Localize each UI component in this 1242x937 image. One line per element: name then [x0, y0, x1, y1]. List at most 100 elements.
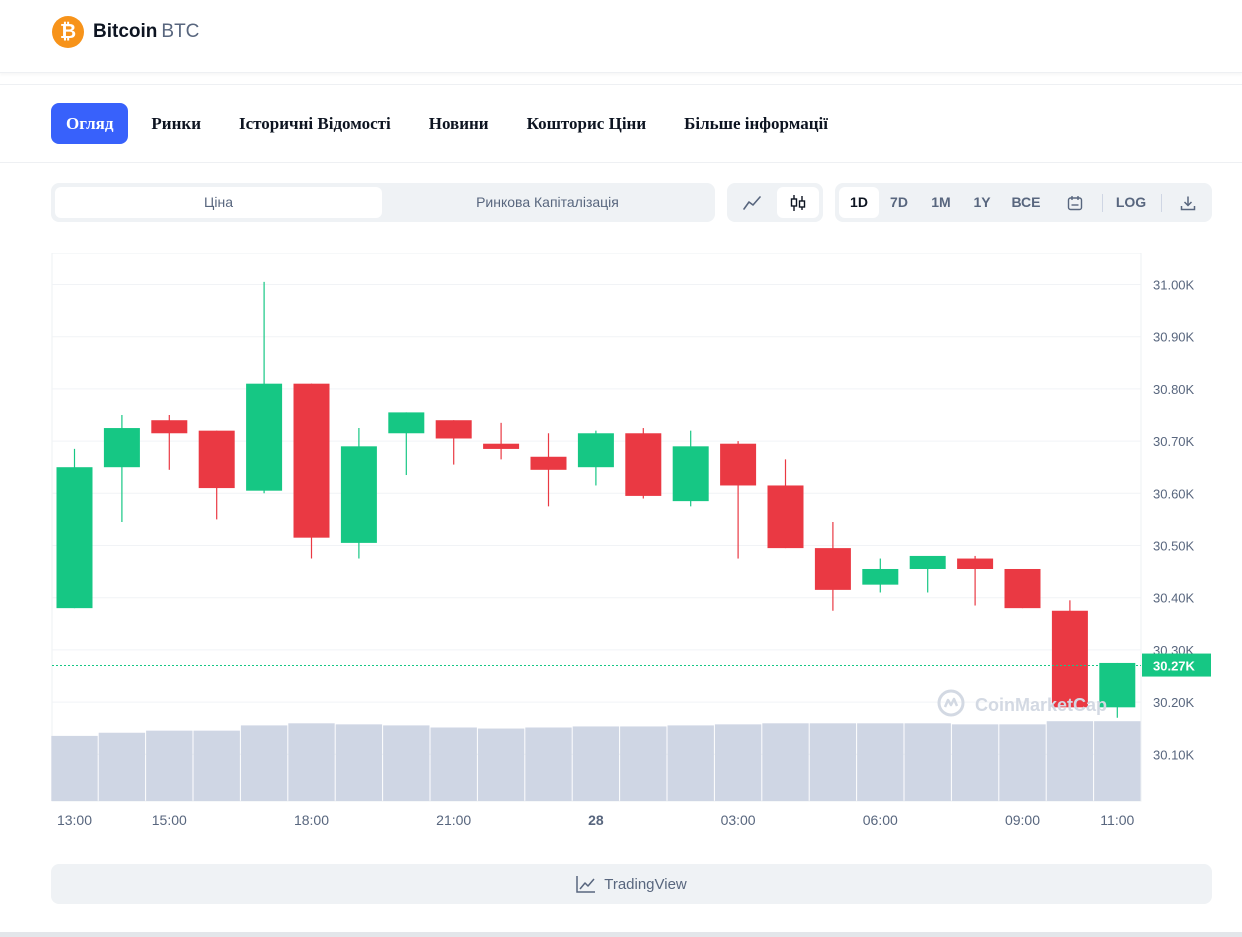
coinmarketcap-logo-icon [937, 689, 965, 717]
y-tick-label: 31.00K [1153, 278, 1195, 293]
range-1y-button[interactable]: 1Y [973, 194, 991, 210]
candle-down[interactable] [198, 430, 235, 520]
candle-body [862, 568, 899, 585]
candle-body [625, 433, 662, 496]
line-chart-icon [743, 195, 761, 210]
candle-down[interactable] [1004, 568, 1041, 609]
download-button[interactable] [1170, 187, 1206, 218]
candle-up[interactable] [103, 415, 140, 523]
x-tick-label: 21:00 [436, 812, 471, 828]
candle-down[interactable] [293, 383, 330, 559]
volume-bar [572, 726, 620, 801]
range-1m-button[interactable]: 1M [931, 194, 951, 210]
candle-down[interactable] [625, 428, 662, 499]
download-icon [1180, 196, 1196, 210]
volume-bar [146, 730, 193, 801]
tab-historical-data[interactable]: Історичні Відомості [239, 114, 391, 133]
candle-body [767, 485, 804, 549]
candle-body [246, 383, 283, 491]
candle-up[interactable] [577, 430, 614, 486]
candlestick-chart-button[interactable] [777, 187, 819, 218]
range-all-button[interactable]: ВСЕ [1011, 194, 1041, 210]
candle-up[interactable] [246, 281, 283, 494]
candlestick-chart[interactable]: CoinMarketCap 31.00K 30.90K 30.80K 30.70K 30… [51, 253, 1242, 843]
candle-up[interactable] [672, 430, 709, 507]
candle-down[interactable] [720, 441, 757, 559]
bitcoin-logo-icon: ₿ [52, 16, 84, 48]
volume-bar [809, 723, 857, 801]
candle-body [435, 420, 472, 439]
tab-overview[interactable]: Огляд [51, 103, 129, 144]
y-tick-label: 30.80K [1153, 382, 1195, 397]
divider [0, 162, 1242, 163]
range-1d-button[interactable]: 1D [839, 187, 879, 218]
watermark-text: CoinMarketCap [975, 695, 1107, 715]
metric-toggle: Ціна Ринкова Капіталізація [51, 183, 715, 222]
time-range-toggle: 1D 7D 1M 1Y ВСЕ LOG [835, 183, 1212, 222]
candle-up[interactable] [862, 558, 899, 593]
divider [1161, 194, 1162, 212]
coin-name: Bitcoin [93, 21, 158, 42]
volume-bar [1094, 721, 1141, 801]
volume-bar [430, 727, 477, 801]
y-tick-label: 30.20K [1153, 695, 1195, 710]
volume-bar [335, 724, 383, 801]
candle-up[interactable] [388, 412, 425, 476]
coin-symbol: BTC [161, 21, 200, 42]
market-cap-toggle-button[interactable]: Ринкова Капіталізація [476, 194, 619, 210]
log-scale-button[interactable]: LOG [1115, 194, 1147, 210]
volume-bar [193, 730, 240, 801]
price-toggle-button[interactable]: Ціна [55, 187, 382, 218]
chart-line-icon [576, 876, 596, 893]
divider [0, 932, 1242, 937]
candle-down[interactable] [151, 415, 188, 470]
candle-body [909, 555, 946, 569]
candle-down[interactable] [957, 555, 994, 606]
candle-down[interactable] [530, 433, 567, 507]
x-tick-label: 15:00 [152, 812, 187, 828]
range-7d-button[interactable]: 7D [890, 194, 908, 210]
current-price-label: 30.27K [1153, 659, 1196, 674]
candle-down[interactable] [483, 422, 520, 460]
volume-bar [525, 727, 572, 801]
candle-body [151, 420, 188, 434]
coin-title: Bitcoin BTC [93, 21, 199, 43]
candle-up[interactable] [1099, 662, 1136, 718]
tab-markets[interactable]: Ринки [151, 114, 201, 133]
volume-bar [288, 723, 335, 801]
candle-down[interactable] [1051, 600, 1088, 710]
candle-up[interactable] [340, 428, 377, 559]
candle-body [483, 443, 520, 449]
volume-bar [383, 725, 430, 801]
volume-bar [620, 726, 667, 801]
tab-price-estimates[interactable]: Кошторис Ціни [526, 114, 647, 133]
x-tick-label: 11:00 [1100, 812, 1134, 828]
tab-more-info[interactable]: Більше інформації [684, 114, 828, 133]
y-tick-label: 30.40K [1153, 591, 1195, 606]
line-chart-button[interactable] [731, 187, 773, 218]
volume-bar [904, 723, 951, 801]
candle-up[interactable] [909, 555, 946, 593]
y-tick-label: 30.60K [1153, 486, 1195, 501]
candle-down[interactable] [435, 420, 472, 465]
candle-up[interactable] [56, 448, 93, 609]
candle-body [340, 446, 377, 543]
candle-body [1099, 662, 1136, 708]
candle-down[interactable] [814, 522, 851, 611]
date-range-button[interactable] [1057, 187, 1093, 218]
volume-bar [51, 735, 98, 801]
plot-area [51, 253, 1142, 802]
tradingview-button[interactable]: TradingView [51, 864, 1212, 904]
candle-body [103, 428, 140, 468]
y-tick-label: 30.90K [1153, 330, 1195, 345]
watermark: CoinMarketCap [937, 689, 1107, 717]
candle-down[interactable] [767, 459, 804, 549]
tab-news[interactable]: Новини [428, 114, 489, 133]
volume-bar [1046, 721, 1094, 801]
candlestick-icon [790, 194, 806, 211]
volume-bar [951, 724, 999, 801]
price-chart[interactable]: CoinMarketCap 31.00K 30.90K 30.80K 30.70K 30… [51, 253, 1242, 843]
y-tick-label: 30.70K [1153, 434, 1195, 449]
tradingview-label: TradingView [604, 875, 687, 893]
volume-bar [667, 725, 714, 801]
